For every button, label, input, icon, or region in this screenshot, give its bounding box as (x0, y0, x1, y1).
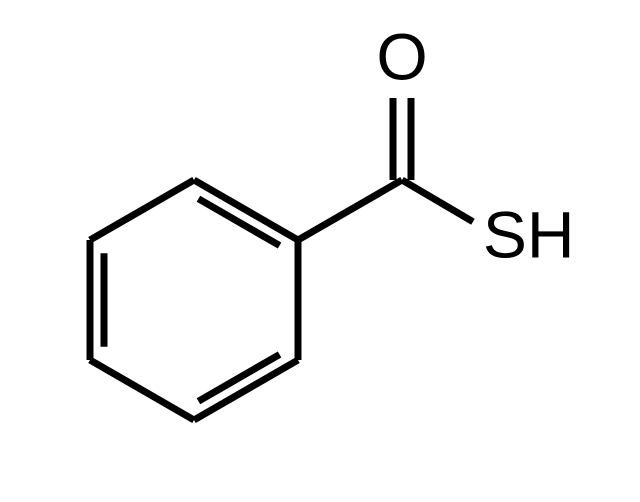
bond-line (90, 180, 194, 240)
atom-label-s: SH (483, 197, 575, 271)
bond-line (90, 360, 194, 420)
bond-line (298, 180, 402, 240)
atom-label-o: O (376, 19, 427, 93)
bond-line (194, 360, 298, 420)
bond-line (402, 180, 473, 222)
bond-line (194, 180, 298, 240)
molecule-diagram: O SH (0, 0, 640, 502)
